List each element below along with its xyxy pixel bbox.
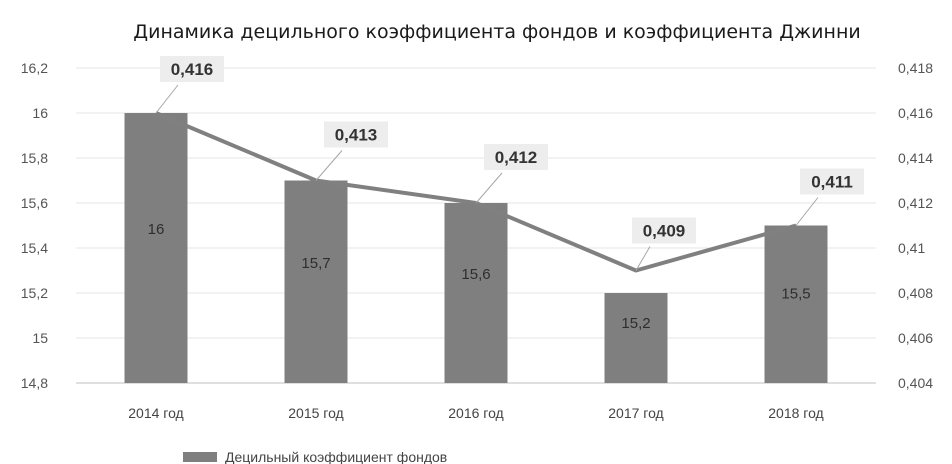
line-data-label: 0,412 — [495, 148, 538, 167]
y-left-tick-label: 16 — [32, 105, 48, 121]
data-label-leader — [315, 150, 343, 181]
y-left-tick-label: 14,8 — [21, 375, 48, 391]
y-left-tick-label: 15,4 — [21, 240, 48, 256]
data-label-leader — [795, 197, 819, 226]
bar — [764, 225, 828, 383]
y-right-tick-label: 0,408 — [898, 285, 933, 301]
y-left-tick-label: 16,2 — [21, 60, 48, 76]
y-right-tick-label: 0,418 — [898, 60, 933, 76]
bar — [604, 293, 668, 383]
y-right-tick-label: 0,414 — [898, 150, 933, 166]
line-data-label: 0,411 — [811, 173, 853, 192]
bar-data-label: 15,7 — [301, 255, 330, 272]
line-data-label: 0,413 — [335, 126, 378, 145]
legend-swatch — [183, 452, 217, 462]
y-right-tick-label: 0,406 — [898, 330, 933, 346]
legend: Децильный коэффициент фондов — [183, 449, 447, 464]
y-right-tick-label: 0,41 — [898, 240, 925, 256]
line-data-label: 0,409 — [643, 222, 686, 241]
legend-label: Децильный коэффициент фондов — [225, 449, 447, 464]
y-left-tick-label: 15,8 — [21, 150, 48, 166]
x-tick-label: 2015 год — [288, 405, 343, 421]
y-left-tick-label: 15,6 — [21, 195, 48, 211]
x-tick-label: 2017 год — [608, 405, 663, 421]
data-label-box — [800, 168, 864, 195]
left-y-axis: 14,8 15 15,2 15,4 15,6 15,8 16 16,2 — [21, 60, 48, 391]
data-label-box — [484, 144, 548, 170]
bar-data-label: 16 — [148, 221, 165, 238]
x-tick-label: 2014 год — [128, 405, 183, 421]
line-series: 0,416 0,413 0,412 0,409 0,411 — [155, 56, 864, 273]
bar-data-label: 15,2 — [621, 315, 650, 332]
data-label-leader — [155, 84, 179, 114]
x-tick-label: 2018 год — [768, 405, 823, 421]
line-data-label: 0,416 — [171, 60, 214, 79]
data-label-box — [160, 56, 224, 82]
y-left-tick-label: 15,2 — [21, 285, 48, 301]
data-label-box — [324, 121, 388, 148]
data-label-box — [632, 217, 696, 244]
y-right-tick-label: 0,416 — [898, 105, 933, 121]
y-left-tick-label: 15 — [32, 330, 48, 346]
x-tick-label: 2016 год — [448, 405, 503, 421]
y-right-tick-label: 0,412 — [898, 195, 933, 211]
bar-data-label: 15,6 — [461, 266, 490, 283]
right-y-axis: 0,404 0,406 0,408 0,41 0,412 0,414 0,416 0,418 — [898, 60, 933, 391]
bar-data-label: 15,5 — [781, 285, 810, 302]
chart-title: Динамика децильного коэффициента фондов … — [133, 21, 860, 43]
bar — [284, 180, 348, 383]
data-label-leader — [635, 246, 651, 271]
y-right-tick-label: 0,404 — [898, 375, 933, 391]
x-axis: 2014 год 2015 год 2016 год 2017 год 2018 год — [128, 405, 823, 421]
bar — [124, 113, 188, 383]
data-label-leader — [475, 172, 503, 204]
bar-series: 16 15,7 15,6 15,2 15,5 — [124, 113, 828, 383]
bar — [444, 203, 508, 383]
